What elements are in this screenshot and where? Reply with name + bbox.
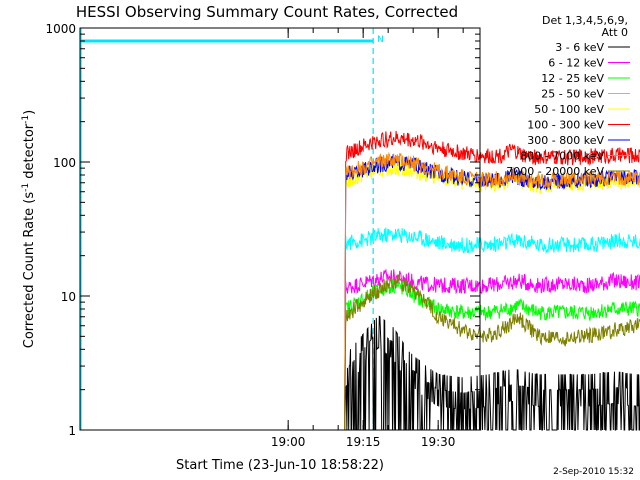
legend-label: 12 - 25 keV (541, 72, 604, 85)
series-line-8 (344, 274, 640, 431)
legend-label: 3 - 6 keV (555, 41, 604, 54)
plot-background (80, 28, 480, 430)
axes: 1 10 100 1000 19:00 19:15 19:30 (45, 22, 481, 449)
series-layer (344, 130, 640, 431)
series-line-2 (344, 279, 640, 431)
y-axis-label-exp2: -1 (21, 115, 31, 124)
x-tick-label: 19:00 (271, 435, 306, 449)
legend: Det 1,3,4,5,6,9,Att 0 3 - 6 keV 6 - 12 keV… (506, 14, 630, 178)
y-tick-label: 1 (68, 424, 76, 438)
series-line-0 (344, 315, 640, 431)
series-line-5 (344, 130, 640, 431)
plot-area (80, 28, 480, 430)
y-axis-label-part: Corrected Count Rate (s (22, 192, 37, 349)
y-axis-label-end: ) (22, 110, 37, 115)
y-tick-label: 1000 (45, 22, 76, 36)
legend-label: 300 - 800 keV (527, 134, 604, 147)
y-axis-label-mid: detector (22, 123, 37, 183)
legend-label: 6 - 12 keV (548, 57, 604, 70)
legend-header: Att 0 (602, 26, 628, 39)
series-line-7 (344, 151, 640, 431)
legend-label: 7000 - 20000 keV (506, 165, 604, 178)
y-axis-label: Corrected Count Rate (s-1 detector-1) (21, 110, 37, 348)
legend-label: 800 - 7000 keV (520, 150, 604, 163)
series-line-1 (344, 268, 640, 431)
plot-frame (79, 27, 481, 431)
x-tick-label: 19:30 (421, 435, 456, 449)
legend-label: 100 - 300 keV (527, 119, 604, 132)
series-line-3 (344, 227, 640, 431)
footer-date: 2-Sep-2010 15:32 (553, 467, 634, 477)
y-tick-label: 10 (61, 290, 76, 304)
y-tick-label: 100 (53, 156, 76, 170)
event-bar-label: N (377, 35, 384, 45)
legend-label: 50 - 100 keV (534, 103, 604, 116)
x-axis-label: Start Time (23-Jun-10 18:58:22) (176, 458, 384, 473)
legend-header: Det 1,3,4,5,6,9, (542, 14, 628, 27)
y-axis-label-exp1: -1 (21, 183, 31, 192)
chart-title: HESSI Observing Summary Count Rates, Cor… (76, 3, 458, 21)
x-tick-label: 19:15 (346, 435, 381, 449)
legend-label: 25 - 50 keV (541, 88, 604, 101)
